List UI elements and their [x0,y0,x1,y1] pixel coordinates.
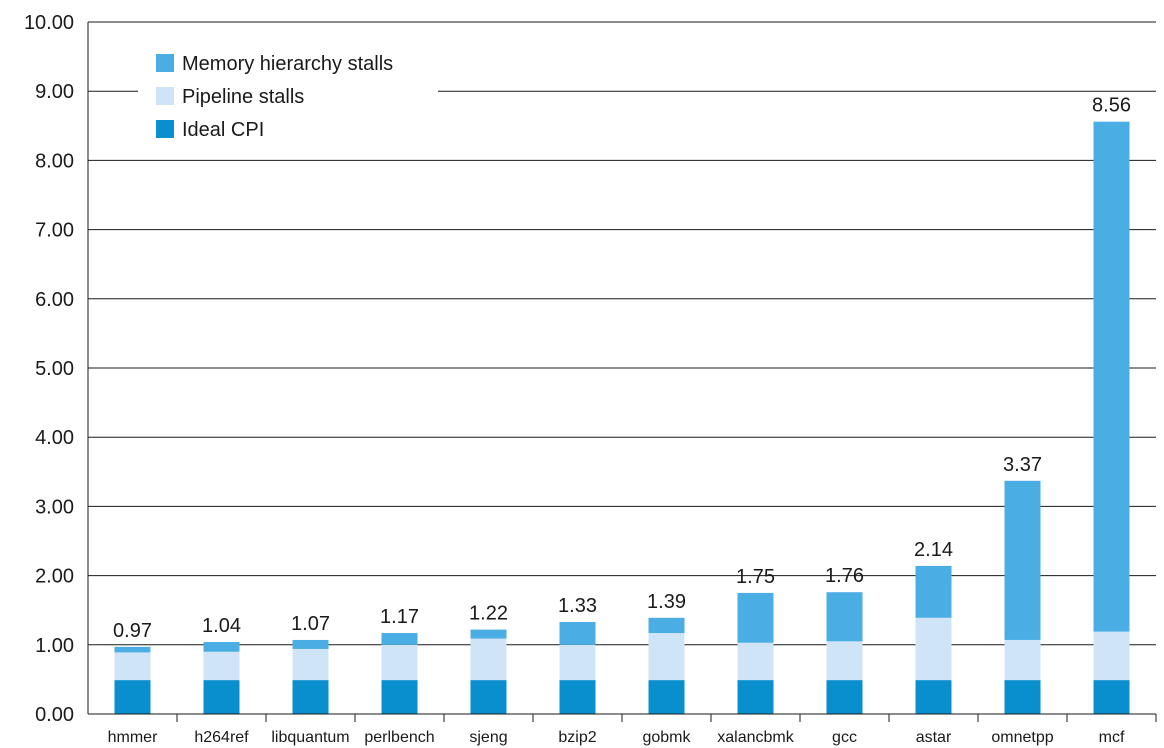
bar-segment-memory-hierarchy-stalls [1004,480,1041,640]
bar-segment-memory-hierarchy-stalls [114,646,151,653]
y-tick-label: 9.00 [35,81,74,103]
bar-segment-pipeline-stalls [737,642,774,681]
bar-total-label: 1.04 [202,615,241,637]
x-category-label: h264ref [194,729,249,746]
bar-total-labels: 0.97 1.04 1.07 1.17 1.22 1.33 1.39 1.75 1.76 2.14… [113,95,1131,642]
x-category-label: mcf [1099,729,1125,746]
bar-segment-ideal-cpi [648,680,685,714]
bar-segment-pipeline-stalls [1004,639,1041,681]
legend: Memory hierarchy stalls Pipeline stalls Id… [156,53,393,141]
x-category-label: gcc [832,729,857,746]
bar-segment-pipeline-stalls [915,617,952,681]
bar-segment-pipeline-stalls [648,633,685,681]
bar-segment-memory-hierarchy-stalls [381,633,418,645]
bar-segment-pipeline-stalls [826,641,863,681]
bar-segment-pipeline-stalls [114,652,151,681]
x-axis-labels: hmmer h264ref libquantum perlbench sjeng bzip… [108,729,1125,746]
y-tick-label: 6.00 [35,289,74,311]
bar-segment-pipeline-stalls [292,648,329,681]
bar-segment-memory-hierarchy-stalls [203,642,240,652]
bar-segment-ideal-cpi [203,680,240,714]
bar-total-label: 1.22 [469,603,508,625]
y-tick-label: 1.00 [35,635,74,657]
bar-total-label: 1.07 [291,613,330,635]
legend-label: Pipeline stalls [182,86,304,108]
bar-segment-pipeline-stalls [203,651,240,681]
legend-swatch [156,120,174,138]
y-tick-label: 8.00 [35,150,74,172]
bar-segment-pipeline-stalls [559,644,596,681]
legend-swatch [156,87,174,105]
bar-segment-ideal-cpi [381,680,418,714]
gridlines [88,21,1156,646]
bar-total-label: 1.39 [647,591,686,613]
x-category-label: perlbench [364,729,434,746]
bar-segment-memory-hierarchy-stalls [826,592,863,642]
x-category-label: libquantum [271,729,349,746]
legend-swatch [156,54,174,72]
bar-segment-memory-hierarchy-stalls [1093,121,1130,632]
bar-total-label: 3.37 [1003,454,1042,476]
bar-total-label: 8.56 [1092,95,1131,117]
bar-segment-memory-hierarchy-stalls [915,565,952,618]
x-category-label: hmmer [108,729,158,746]
bar-segment-memory-hierarchy-stalls [292,639,329,649]
bar-segment-pipeline-stalls [470,638,507,681]
y-tick-label: 10.00 [24,12,74,34]
x-category-label: gobmk [642,729,691,746]
bar-segment-ideal-cpi [826,680,863,714]
bar-total-label: 2.14 [914,539,953,561]
x-category-label: sjeng [469,729,507,746]
bar-total-label: 1.75 [736,566,775,588]
bar-segment-memory-hierarchy-stalls [648,617,685,634]
y-tick-label: 5.00 [35,358,74,380]
bars [114,121,1130,714]
bar-segment-memory-hierarchy-stalls [470,629,507,639]
y-tick-label: 4.00 [35,427,74,449]
bar-segment-ideal-cpi [915,680,952,714]
bar-segment-ideal-cpi [559,680,596,714]
x-category-label: omnetpp [991,729,1053,746]
legend-label: Memory hierarchy stalls [182,53,393,75]
y-tick-label: 7.00 [35,220,74,242]
bar-segment-ideal-cpi [114,680,151,714]
bar-total-label: 0.97 [113,620,152,642]
bar-segment-memory-hierarchy-stalls [559,621,596,645]
y-axis-ticks: 0.00 1.00 2.00 3.00 4.00 5.00 6.00 7.00 8.00 9.00… [24,12,74,726]
bar-segment-ideal-cpi [737,680,774,714]
bar-segment-ideal-cpi [1004,680,1041,714]
y-tick-label: 2.00 [35,566,74,588]
bar-segment-ideal-cpi [470,680,507,714]
bar-segment-memory-hierarchy-stalls [737,592,774,643]
bar-segment-ideal-cpi [1093,680,1130,714]
bar-total-label: 1.76 [825,565,864,587]
bar-segment-pipeline-stalls [381,644,418,681]
x-category-label: xalancbmk [717,729,794,746]
y-tick-label: 3.00 [35,496,74,518]
legend-label: Ideal CPI [182,119,264,141]
y-tick-label: 0.00 [35,704,74,726]
bar-segment-ideal-cpi [292,680,329,714]
bar-total-label: 1.17 [380,606,419,628]
bar-total-label: 1.33 [558,595,597,617]
x-category-label: astar [916,729,952,746]
bar-segment-pipeline-stalls [1093,631,1130,681]
x-category-label: bzip2 [558,729,596,746]
axes [87,22,1157,722]
